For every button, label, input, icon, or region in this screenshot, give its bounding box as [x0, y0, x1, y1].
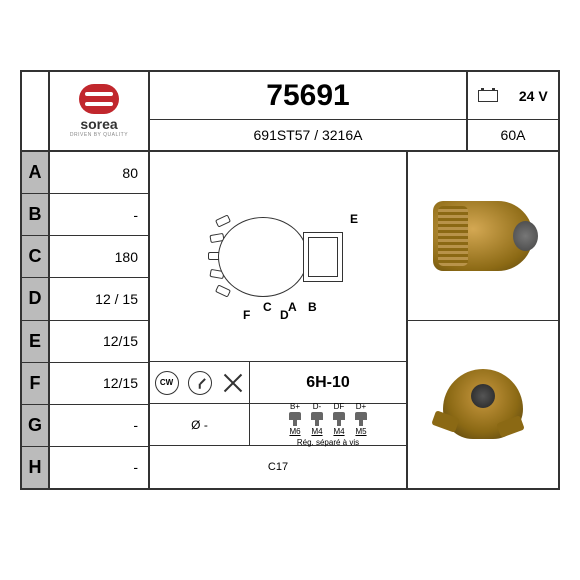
- clock-icon: [188, 371, 212, 395]
- content-area: sorea DRIVEN BY QUALITY 75691 691ST57 / …: [50, 72, 558, 488]
- row-label: C: [22, 236, 48, 278]
- part-number: 75691: [150, 72, 466, 120]
- row-label: F: [22, 363, 48, 405]
- brand-name: sorea: [80, 116, 117, 132]
- header-row: sorea DRIVEN BY QUALITY 75691 691ST57 / …: [50, 72, 558, 152]
- row-label: E: [22, 321, 48, 363]
- row-label: G: [22, 405, 48, 447]
- brand-logo-icon: [79, 84, 119, 114]
- elec-spec-box: 24 V 60A: [468, 72, 558, 150]
- diameter-value: Ø -: [150, 404, 250, 445]
- body-row: 80 - 180 12 / 15 12/15 12/15 - -: [50, 152, 558, 488]
- cross-icon: [221, 371, 245, 395]
- row-label: D: [22, 278, 48, 320]
- dim-a: 80: [50, 152, 148, 194]
- dimension-column: 80 - 180 12 / 15 12/15 12/15 - -: [50, 152, 150, 488]
- photo-column: [408, 152, 558, 488]
- title-box: 75691 691ST57 / 3216A: [150, 72, 468, 150]
- dim-h: -: [50, 447, 148, 488]
- current-value: 60A: [468, 120, 558, 150]
- cw-icon: CW: [155, 371, 179, 395]
- diagram-column: F C D A B E CW 6H-10: [150, 152, 408, 488]
- dim-label-e: E: [350, 212, 358, 226]
- bolt-item: DFM4: [333, 402, 345, 436]
- label-spacer: [22, 72, 48, 152]
- alternator-body: [218, 217, 308, 297]
- product-photo-side: [408, 152, 558, 321]
- dim-e: 12/15: [50, 321, 148, 363]
- dim-label-b: B: [308, 300, 317, 314]
- voltage-value: 24 V: [519, 88, 548, 104]
- dim-label-c: C: [263, 300, 272, 314]
- bolt-item: B+M6: [289, 402, 301, 436]
- dim-label-a: A: [288, 300, 297, 314]
- alternator-diagram: F C D A B E: [150, 152, 406, 362]
- spec-sheet: A B C D E F G H sorea DRIVEN BY QUALITY …: [20, 70, 560, 490]
- row-label: B: [22, 194, 48, 236]
- brand-box: sorea DRIVEN BY QUALITY: [50, 72, 150, 150]
- bolt-item: D-M4: [311, 402, 323, 436]
- pulley: [303, 232, 343, 282]
- battery-icon: [478, 90, 498, 102]
- row-label: H: [22, 447, 48, 488]
- row-label-column: A B C D E F G H: [22, 72, 50, 488]
- brand-tagline: DRIVEN BY QUALITY: [70, 132, 128, 138]
- dim-c: 180: [50, 236, 148, 278]
- rotation-row: CW 6H-10: [150, 362, 406, 404]
- dim-g: -: [50, 405, 148, 447]
- dim-b: -: [50, 194, 148, 236]
- row-label: A: [22, 152, 48, 194]
- product-photo-front: [408, 321, 558, 489]
- bolt-item: D+M5: [355, 402, 367, 436]
- bolt-diagram: B+M6 D-M4 DFM4 D+M5 Rég. séparé à vis: [250, 404, 406, 445]
- dim-f: 12/15: [50, 363, 148, 405]
- rotation-icons: CW: [150, 362, 250, 403]
- reference-codes: 691ST57 / 3216A: [150, 120, 466, 150]
- param-value: 6H-10: [250, 362, 406, 403]
- dim-d: 12 / 15: [50, 278, 148, 320]
- terminal-row: Ø - B+M6 D-M4 DFM4 D+M5 Rég. séparé à vi…: [150, 404, 406, 446]
- voltage-row: 24 V: [468, 72, 558, 120]
- code-row: C17: [150, 446, 406, 488]
- dim-label-f: F: [243, 308, 250, 322]
